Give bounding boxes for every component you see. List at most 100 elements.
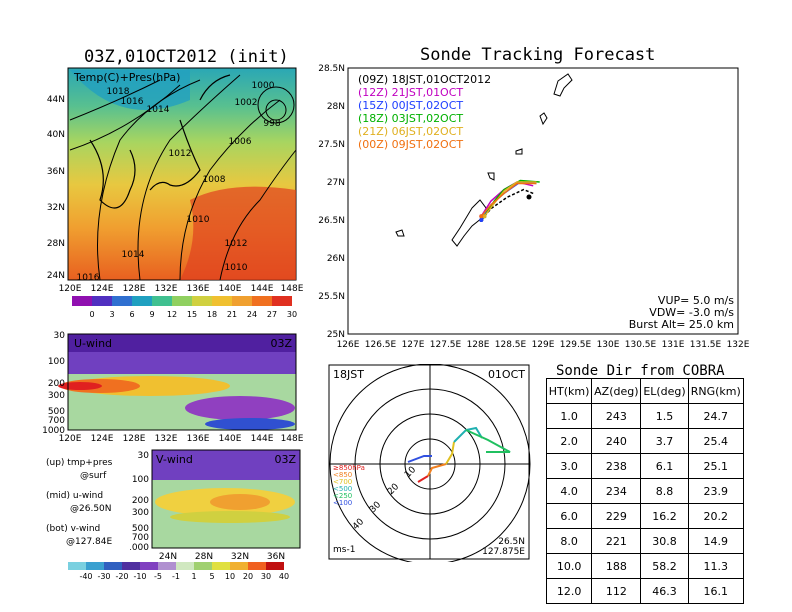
table-row: 10.0 188 58.2 11.3 (545, 553, 745, 579)
wind-colorbar-ticks: -40 -30 -20 -10 -5 -1 1 5 10 20 30 40 (79, 572, 289, 581)
svg-text:21: 21 (227, 310, 237, 319)
track-line (483, 181, 537, 217)
svg-text:1018: 1018 (107, 87, 130, 97)
v-p-ticks: 30 100 200 300 500 700 1000 (130, 451, 149, 553)
warm-region (180, 186, 296, 280)
col-el: EL(deg) (640, 378, 689, 404)
svg-text:1008: 1008 (203, 175, 226, 185)
launch-point (526, 194, 532, 200)
table-row: 4.0 234 8.8 23.9 (545, 478, 745, 504)
u-wind-label: U-wind (74, 337, 112, 350)
svg-text:1012: 1012 (169, 149, 192, 159)
svg-text:1000: 1000 (42, 426, 65, 436)
polar-lon: 127.875E (482, 547, 525, 557)
svg-text:(21Z) 06JST,02OCT: (21Z) 06JST,02OCT (358, 125, 463, 138)
svg-text:1014: 1014 (147, 105, 170, 115)
svg-text:140E: 140E (219, 434, 242, 444)
svg-text:<250: <250 (333, 492, 352, 500)
svg-text:132E: 132E (727, 340, 750, 350)
isobar-labels: 1018 1016 1014 1000 1002 998 1006 1012 1… (77, 81, 281, 283)
hodograph (407, 426, 511, 483)
svg-text:131E: 131E (662, 340, 685, 350)
svg-text:30: 30 (138, 451, 150, 461)
svg-text:124E: 124E (91, 434, 114, 444)
u-lon-ticks: 120E 124E 128E 132E 136E 140E 144E 148E (59, 434, 304, 444)
isobars (69, 74, 297, 281)
svg-text:(18Z) 03JST,02OCT: (18Z) 03JST,02OCT (358, 112, 463, 125)
polar-unit: ms-1 (333, 545, 355, 555)
u-wind-time: 03Z (270, 337, 292, 350)
svg-text:300: 300 (48, 391, 65, 401)
polar-lat: 26.5N (498, 537, 525, 547)
svg-text:-30: -30 (97, 572, 110, 581)
svg-text:28.5N: 28.5N (318, 64, 345, 74)
sonde-dir-title: Sonde Dir from COBRA (556, 363, 725, 379)
svg-text:15: 15 (187, 310, 197, 319)
tracking-map: (09Z) 18JST,01OCT2012 (12Z) 21JST,01OCT … (318, 64, 750, 350)
svg-text:120E: 120E (59, 434, 82, 444)
svg-text:128E: 128E (123, 434, 146, 444)
svg-text:-5: -5 (154, 572, 162, 581)
svg-text:6: 6 (129, 310, 134, 319)
map-title: 03Z,01OCT2012 (init) (84, 47, 289, 67)
svg-text:700: 700 (132, 533, 149, 543)
svg-text:≥850hPa: ≥850hPa (333, 464, 365, 472)
svg-text:27.5N: 27.5N (318, 140, 345, 150)
svg-text:(15Z) 00JST,02OCT: (15Z) 00JST,02OCT (358, 99, 463, 112)
svg-text:128.5E: 128.5E (495, 340, 527, 350)
svg-text:126E: 126E (337, 340, 360, 350)
svg-text:40N: 40N (47, 130, 65, 140)
svg-text:1016: 1016 (77, 273, 100, 283)
svg-text:1012: 1012 (225, 239, 248, 249)
svg-text:24N: 24N (47, 271, 65, 281)
svg-text:-20: -20 (115, 572, 128, 581)
v-lat-ticks: 24N 28N 32N 36N (159, 552, 285, 562)
svg-text:126.5E: 126.5E (365, 340, 397, 350)
svg-text:28N: 28N (195, 552, 213, 562)
svg-text:26N: 26N (327, 254, 345, 264)
svg-text:700: 700 (48, 416, 65, 426)
coastlines (89, 74, 231, 209)
svg-text:130E: 130E (597, 340, 620, 350)
col-az: AZ(deg) (591, 378, 642, 404)
svg-text:5: 5 (209, 572, 214, 581)
tracking-title: Sonde Tracking Forecast (420, 45, 656, 65)
svg-text:100: 100 (48, 357, 65, 367)
sonde-tracks (479, 179, 540, 222)
svg-text:<700: <700 (333, 478, 352, 486)
svg-text:30: 30 (287, 310, 297, 319)
svg-text:36N: 36N (47, 167, 65, 177)
map-lon-ticks: 120E 124E 128E 132E 136E 140E 144E 148E (59, 284, 304, 294)
note-up: (up) tmp+pres (46, 458, 113, 468)
temp-colorbar-ticks: 0 3 6 9 12 15 18 21 24 27 30 (89, 310, 297, 319)
svg-text:0: 0 (89, 310, 94, 319)
svg-text:1010: 1010 (225, 263, 248, 273)
svg-text:(00Z) 09JST,02OCT: (00Z) 09JST,02OCT (358, 138, 463, 151)
tracking-lon-ticks: 126E 126.5E 127E 127.5E 128E 128.5E 129E… (337, 340, 750, 350)
svg-text:-1: -1 (172, 572, 180, 581)
polar-plot: 18JST 01OCT ≥850hPa <850 <700 <500 <250 … (328, 364, 531, 562)
svg-text:1002: 1002 (235, 98, 258, 108)
svg-text:500: 500 (132, 524, 149, 534)
map-lat-ticks: 44N 40N 36N 32N 28N 24N (47, 95, 65, 281)
svg-text:20: 20 (243, 572, 253, 581)
svg-text:18: 18 (207, 310, 217, 319)
svg-text:26.5N: 26.5N (318, 216, 345, 226)
track-line (483, 179, 540, 217)
svg-text:1016: 1016 (121, 97, 144, 107)
svg-text:<100: <100 (333, 499, 352, 507)
svg-text:1000: 1000 (252, 81, 275, 91)
svg-text:25.5N: 25.5N (318, 292, 345, 302)
svg-text:200: 200 (132, 496, 149, 506)
svg-text:25N: 25N (327, 330, 345, 340)
table-row: 6.0 229 16.2 20.2 (545, 503, 745, 529)
svg-text:-10: -10 (133, 572, 146, 581)
tracking-plot-area (347, 67, 739, 335)
svg-text:1010: 1010 (187, 215, 210, 225)
polar-time: 18JST (333, 368, 364, 381)
map-legend: Temp(C)+Pres(hPa) (73, 71, 180, 84)
svg-text:<850: <850 (333, 471, 352, 479)
note-mid: (mid) u-wind (46, 491, 104, 501)
svg-text:3: 3 (109, 310, 114, 319)
svg-text:28N: 28N (47, 239, 65, 249)
